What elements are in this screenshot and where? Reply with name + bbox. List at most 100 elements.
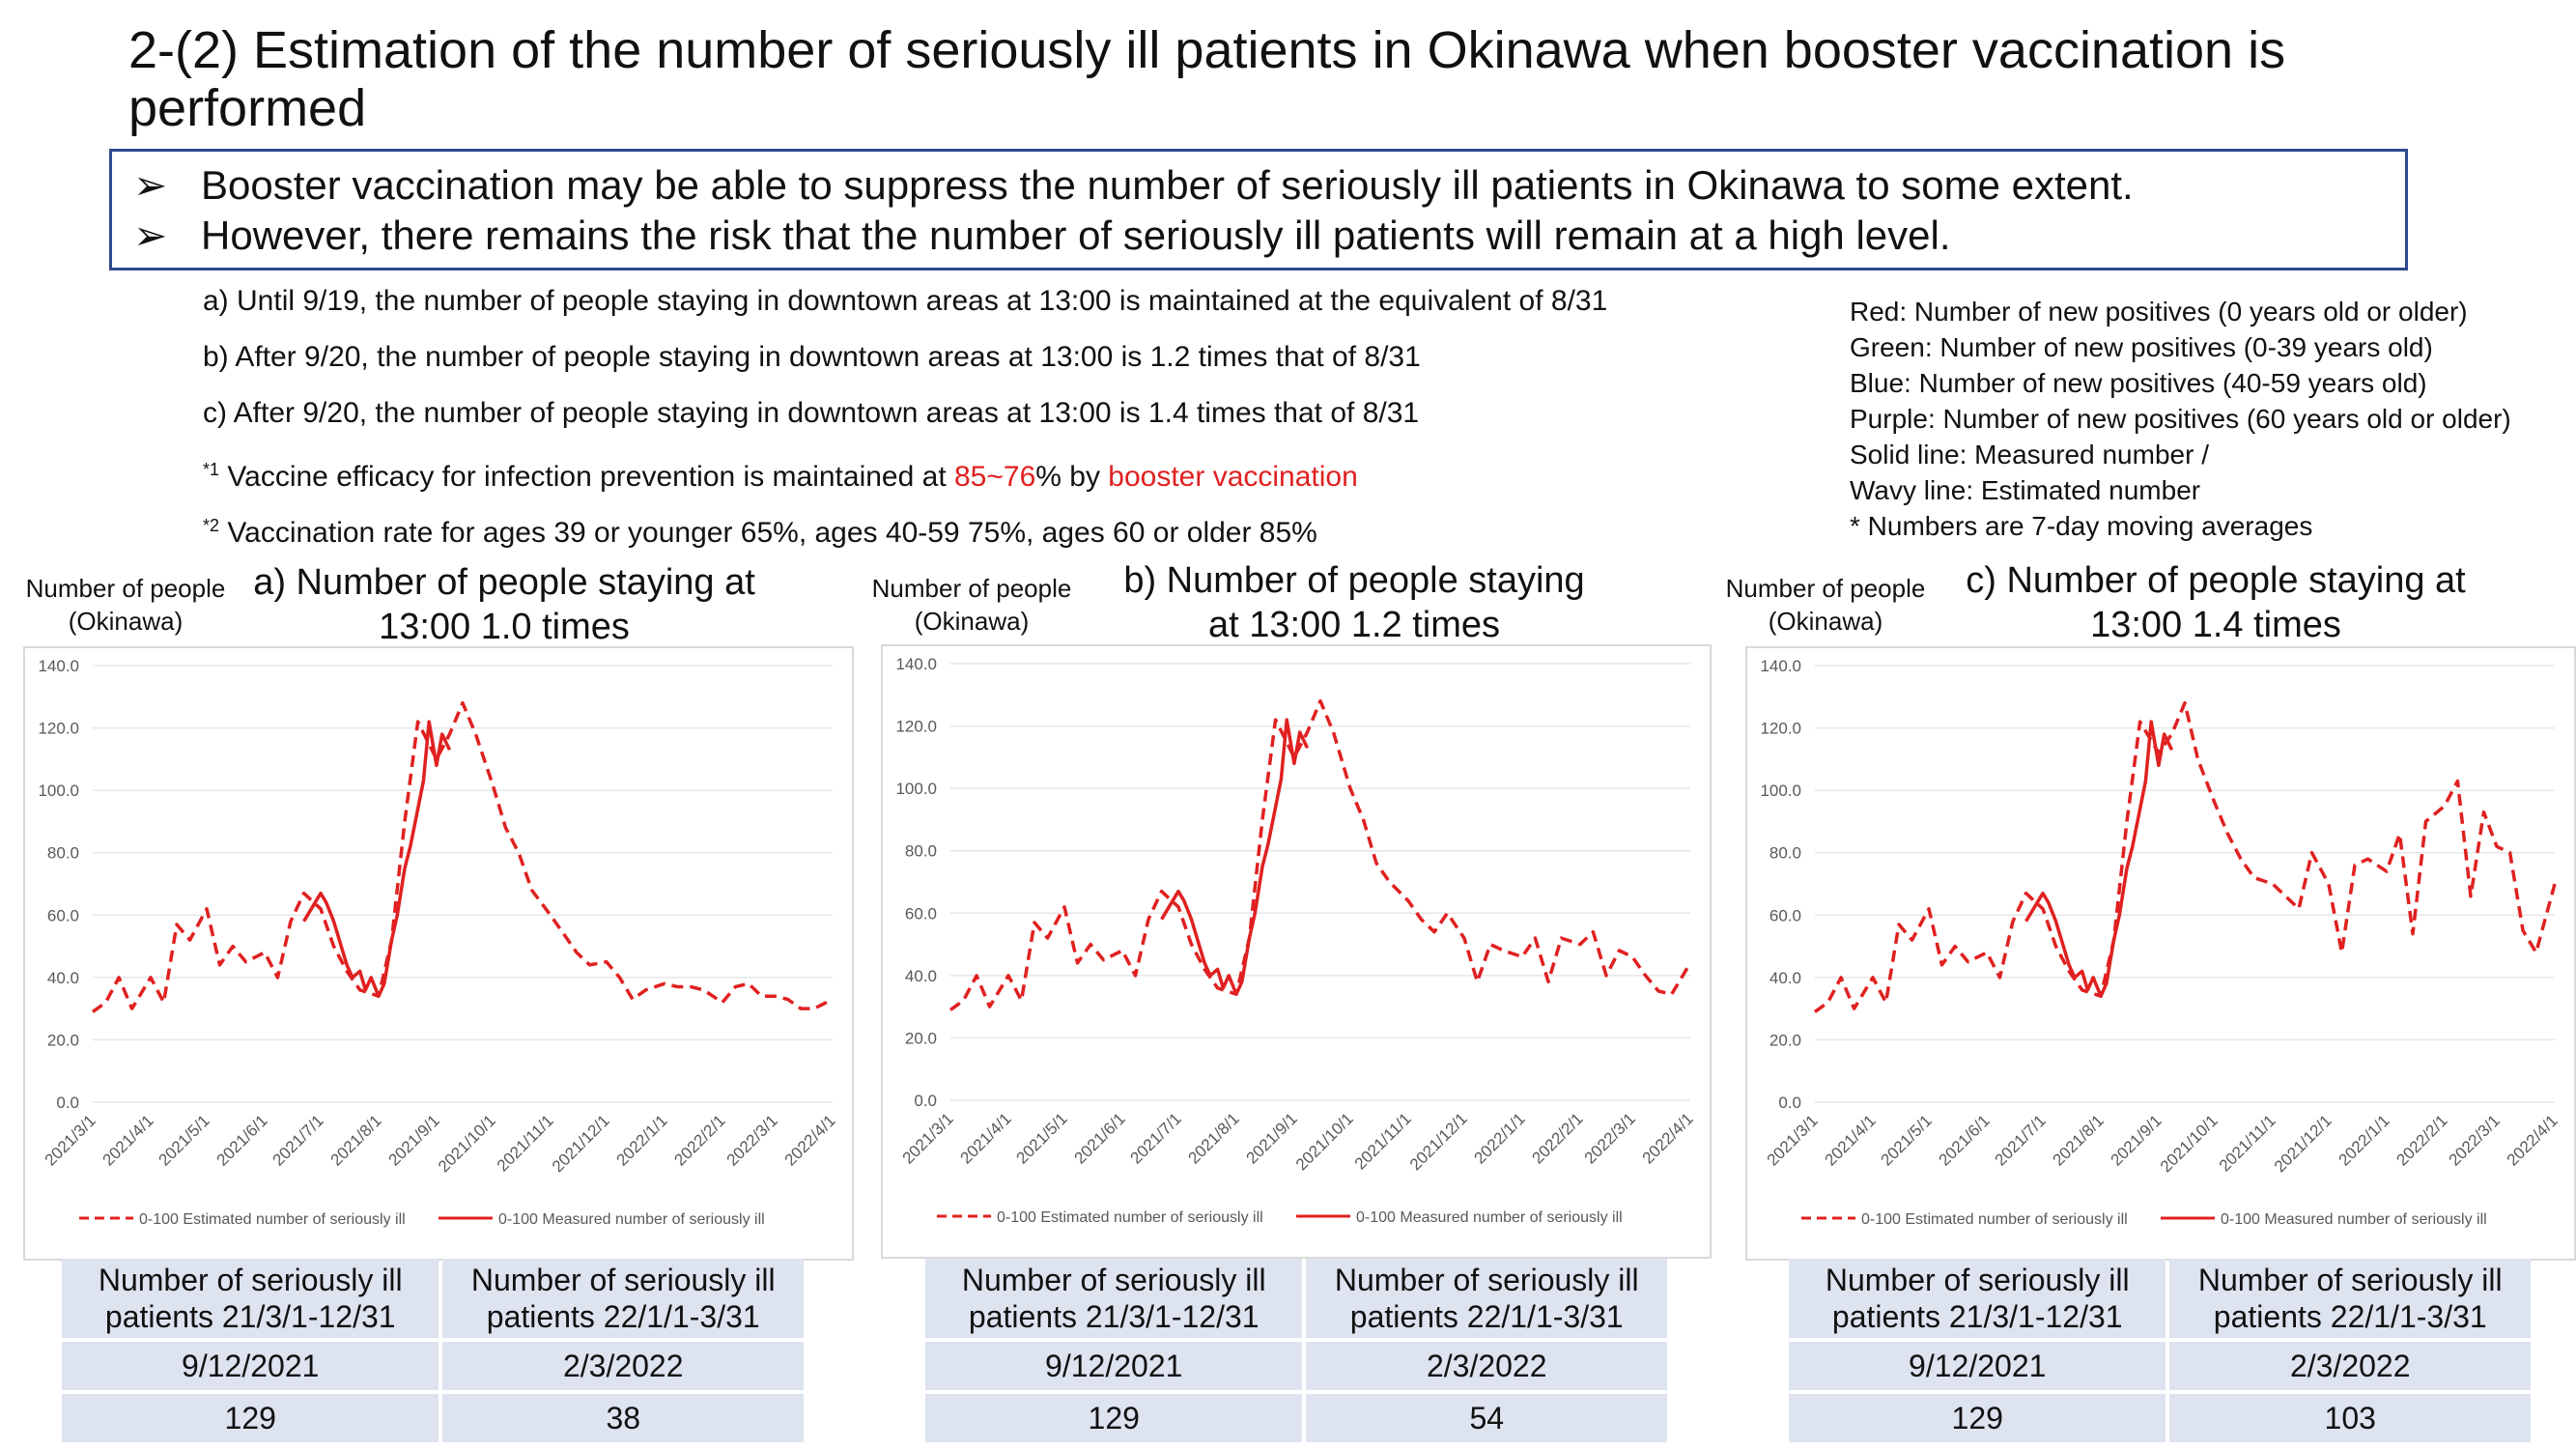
y-tick-label: 40.0 xyxy=(1769,969,1801,987)
y-tick-label: 100.0 xyxy=(38,781,79,800)
y-axis-label: Number of people (Okinawa) xyxy=(1725,574,1926,636)
x-tick-label: 2021/3/1 xyxy=(42,1111,99,1169)
legend-note: Purple: Number of new positives (60 year… xyxy=(1850,404,2511,434)
x-tick-label: 2021/4/1 xyxy=(99,1111,157,1169)
table-header: Number of seriously ill patients 22/1/1-… xyxy=(1306,1259,1667,1338)
x-tick-label: 2021/6/1 xyxy=(1071,1109,1129,1167)
x-tick-label: 2021/5/1 xyxy=(1013,1109,1071,1167)
condition-c: c) After 9/20, the number of people stay… xyxy=(203,397,1420,429)
condition-b: b) After 9/20, the number of people stay… xyxy=(203,341,1421,373)
table-header: Number of seriously ill patients 21/3/1-… xyxy=(62,1259,439,1338)
chart-panel-b: 0.0 20.0 40.0 60.0 80.0 100.0 120.0 140.0 2021/3… xyxy=(881,644,1712,1259)
x-tick-label: 2021/12/1 xyxy=(2271,1111,2335,1176)
x-tick-label: 2021/6/1 xyxy=(213,1111,271,1169)
table-cell-date: 2/3/2022 xyxy=(2169,1342,2531,1390)
legend-entry: 0-100 Measured number of seriously ill xyxy=(498,1211,765,1228)
y-tick-label: 0.0 xyxy=(56,1094,79,1112)
summary-table-b: Number of seriously ill patients 21/3/1-… xyxy=(921,1255,1671,1446)
summary-table-c: Number of seriously ill patients 21/3/1-… xyxy=(1785,1255,2534,1446)
legend-note: Green: Number of new positives (0-39 yea… xyxy=(1850,332,2433,362)
table-header: Number of seriously ill patients 22/1/1-… xyxy=(2169,1259,2531,1338)
x-tick-label: 2021/10/1 xyxy=(2157,1111,2222,1176)
footnote-1: *1 Vaccine efficacy for infection preven… xyxy=(203,460,1358,493)
page-title: 2-(2) Estimation of the number of seriou… xyxy=(128,21,2286,137)
y-tick-label: 60.0 xyxy=(1769,906,1801,924)
x-tick-label: 2021/3/1 xyxy=(1764,1111,1822,1169)
x-tick-label: 2021/9/1 xyxy=(1243,1109,1301,1167)
legend-note: Solid line: Measured number / xyxy=(1850,440,2209,469)
x-tick-label: 2021/11/1 xyxy=(2216,1111,2279,1175)
y-tick-label: 100.0 xyxy=(1760,781,1801,800)
key-point: ➢ However, there remains the risk that th… xyxy=(133,213,1951,258)
table-cell-value: 54 xyxy=(1306,1394,1667,1442)
x-tick-label: 2021/7/1 xyxy=(1992,1111,2050,1169)
table-cell-date: 9/12/2021 xyxy=(925,1342,1303,1390)
x-tick-label: 2021/7/1 xyxy=(269,1111,327,1169)
legend-entry: 0-100 Measured number of seriously ill xyxy=(2221,1211,2487,1228)
legend-notes: Red: Number of new positives (0 years ol… xyxy=(1850,294,2511,544)
x-tick-label: 2021/6/1 xyxy=(1936,1111,1994,1169)
y-tick-label: 120.0 xyxy=(1760,720,1801,738)
x-tick-label: 2022/1/1 xyxy=(613,1111,671,1169)
series-line-measured xyxy=(1160,718,1310,996)
legend-note: * Numbers are 7-day moving averages xyxy=(1850,511,2313,541)
y-tick-label: 0.0 xyxy=(1778,1094,1801,1112)
footnote-2: *2 Vaccination rate for ages 39 or young… xyxy=(203,516,1317,549)
key-point: ➢ Booster vaccination may be able to supp… xyxy=(133,162,2134,208)
y-tick-label: 140.0 xyxy=(1760,657,1801,675)
table-cell-value: 103 xyxy=(2169,1394,2531,1442)
x-tick-label: 2022/1/1 xyxy=(1471,1109,1529,1167)
x-tick-label: 2021/12/1 xyxy=(1406,1109,1471,1174)
condition-a: a) Until 9/19, the number of people stay… xyxy=(203,285,1608,317)
x-tick-label: 2021/11/1 xyxy=(1351,1109,1415,1173)
x-tick-label: 2021/10/1 xyxy=(435,1111,499,1176)
x-tick-label: 2021/9/1 xyxy=(2108,1111,2166,1169)
chart-panel-c: 0.0 20.0 40.0 60.0 80.0 100.0 120.0 140.0 2021/3… xyxy=(1745,646,2576,1261)
series-line-measured xyxy=(302,720,452,998)
y-tick-label: 80.0 xyxy=(1769,844,1801,863)
x-tick-label: 2022/4/1 xyxy=(2504,1111,2562,1169)
table-cell-value: 129 xyxy=(62,1394,439,1442)
legend-entry: 0-100 Measured number of seriously ill xyxy=(1356,1209,1623,1226)
table-cell-date: 9/12/2021 xyxy=(62,1342,439,1390)
x-tick-label: 2021/4/1 xyxy=(1822,1111,1880,1169)
x-tick-label: 2021/7/1 xyxy=(1127,1109,1185,1167)
x-tick-label: 2022/3/1 xyxy=(1581,1109,1639,1167)
bullet-arrow-icon: ➢ xyxy=(133,213,168,258)
legend-entry: 0-100 Estimated number of seriously ill xyxy=(1861,1211,2128,1228)
y-tick-label: 60.0 xyxy=(905,904,937,923)
y-tick-label: 60.0 xyxy=(47,906,79,924)
y-tick-label: 120.0 xyxy=(895,718,937,736)
chart-svg: 0.0 20.0 40.0 60.0 80.0 100.0 120.0 140.0 2021/3… xyxy=(38,657,838,1228)
table-cell-date: 2/3/2022 xyxy=(442,1342,804,1390)
legend-note: Blue: Number of new positives (40-59 yea… xyxy=(1850,368,2427,398)
y-tick-label: 140.0 xyxy=(38,657,79,675)
table-cell-value: 38 xyxy=(442,1394,804,1442)
x-tick-label: 2022/2/1 xyxy=(670,1111,728,1169)
x-tick-label: 2022/2/1 xyxy=(1528,1109,1586,1167)
y-axis-label: Number of people (Okinawa) xyxy=(25,574,226,636)
x-tick-label: 2021/5/1 xyxy=(156,1111,213,1169)
y-tick-label: 0.0 xyxy=(914,1092,937,1110)
x-tick-label: 2021/8/1 xyxy=(327,1111,385,1169)
chart-title: a) Number of people staying at 13:00 1.0 … xyxy=(253,562,755,647)
x-tick-label: 2022/3/1 xyxy=(2446,1111,2504,1169)
chart-svg: 0.0 20.0 40.0 60.0 80.0 100.0 120.0 140.0 2021/3… xyxy=(895,655,1696,1226)
y-tick-label: 120.0 xyxy=(38,720,79,738)
chart-title: b) Number of people staying at 13:00 1.2 … xyxy=(1123,560,1585,645)
x-tick-label: 2021/8/1 xyxy=(2050,1111,2108,1169)
series-line-estimated xyxy=(948,698,1692,1011)
bullet-arrow-icon: ➢ xyxy=(133,162,168,208)
chart-svg: 0.0 20.0 40.0 60.0 80.0 100.0 120.0 140.0 2021/3… xyxy=(1760,657,2562,1228)
table-cell-value: 129 xyxy=(1789,1394,2166,1442)
summary-table-a: Number of seriously ill patients 21/3/1-… xyxy=(58,1255,807,1446)
x-tick-label: 2021/8/1 xyxy=(1185,1109,1243,1167)
series-line-measured xyxy=(2024,720,2174,998)
x-tick-label: 2021/3/1 xyxy=(899,1109,957,1167)
table-header: Number of seriously ill patients 22/1/1-… xyxy=(442,1259,804,1338)
legend-note: Wavy line: Estimated number xyxy=(1850,475,2201,505)
key-points-box: ➢ Booster vaccination may be able to supp… xyxy=(109,149,2408,270)
y-tick-label: 40.0 xyxy=(47,969,79,987)
legend-entry: 0-100 Estimated number of seriously ill xyxy=(139,1211,406,1228)
x-tick-label: 2022/3/1 xyxy=(723,1111,781,1169)
